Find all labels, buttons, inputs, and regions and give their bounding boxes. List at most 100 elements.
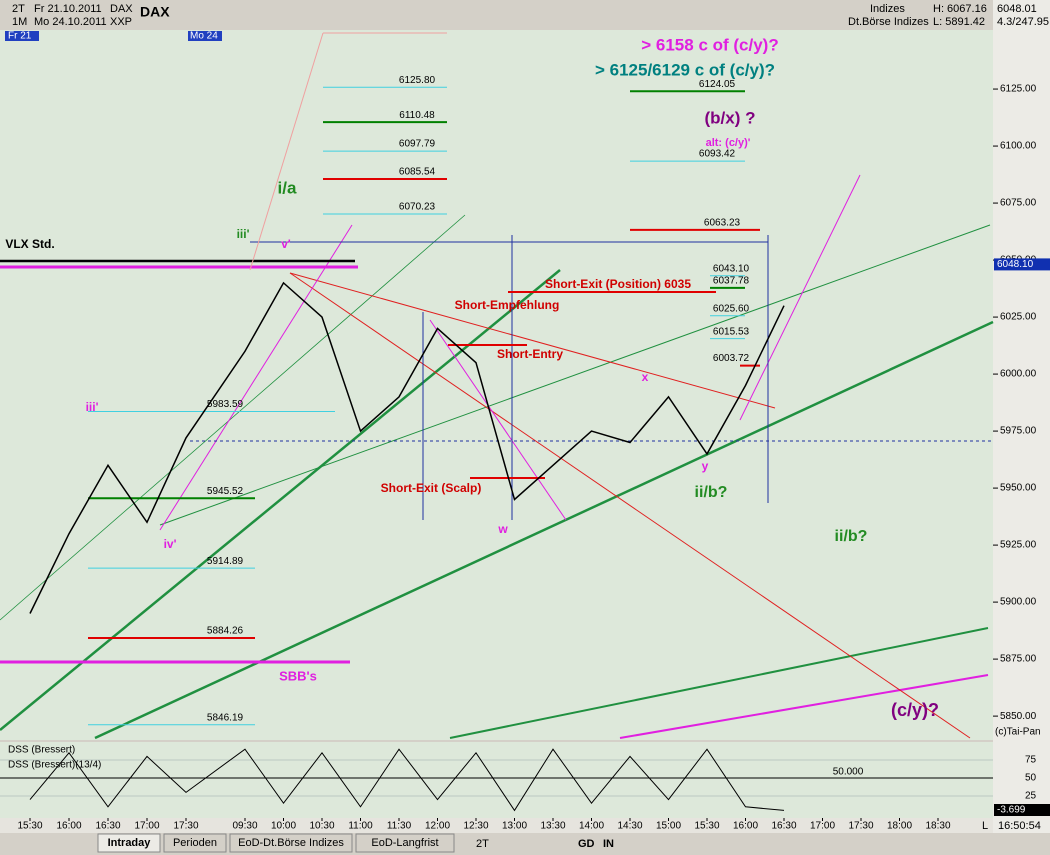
y-tick-label: 5850.00 (1000, 711, 1037, 722)
oscillator-line (29, 748, 785, 812)
tab-label[interactable]: EoD-Dt.Börse Indizes (238, 837, 344, 849)
group: Indizes (870, 3, 905, 15)
day: Fr 21 (8, 31, 32, 42)
annotation: VLX Std. (5, 237, 54, 251)
x-tick-label: 13:30 (540, 821, 565, 832)
toolbar-button[interactable]: GD (578, 838, 595, 850)
level-label: 5914.89 (207, 556, 244, 567)
exchange: XXP (110, 16, 132, 28)
level-label: 6025.60 (713, 303, 750, 314)
level-label: 6093.42 (699, 149, 736, 160)
x-tick-label: 15:30 (694, 821, 719, 832)
x-tick-label: 13:00 (502, 821, 527, 832)
annotation: ii/b? (835, 528, 868, 545)
range[interactable]: 2T (476, 838, 489, 850)
x-tick-label: 11:00 (348, 821, 373, 832)
annotation: iii' (86, 400, 99, 414)
toolbar-button[interactable]: IN (603, 838, 614, 850)
annotation: alt: (c/y)' (706, 137, 751, 149)
x-tick-label: 16:00 (56, 821, 81, 832)
market: Dt.Börse Indizes (848, 16, 929, 28)
annotation: SBB's (279, 668, 317, 683)
x-tick-label: 09:30 (232, 821, 257, 832)
annotation: Short-Entry (497, 347, 563, 361)
x-tick-label: 12:30 (463, 821, 488, 832)
interval: 1M (12, 16, 27, 28)
oscillator-area (0, 742, 993, 818)
y-tick-label: 6125.00 (1000, 84, 1037, 95)
name: DAX (140, 4, 170, 20)
header: 2T Fr 21.10.2011 DAX 1M Mo 24.10.2011 XX… (5, 3, 1049, 42)
annotation: Short-Empfehlung (455, 298, 560, 312)
level-label: 6037.78 (713, 276, 750, 287)
footer: L 16:50:54 2T (476, 820, 1041, 850)
annotation: Short-Exit (Scalp) (381, 481, 482, 495)
annotation: y (702, 459, 709, 473)
x-tick-label: 11:30 (387, 821, 412, 832)
price-line (29, 281, 785, 614)
x-tick-label: 16:30 (771, 821, 796, 832)
header-bar (0, 0, 1050, 30)
annotation: (b/x) ? (705, 108, 756, 127)
level-label: 5945.52 (207, 486, 244, 497)
tab[interactable] (229, 833, 353, 853)
time-axis (0, 818, 993, 833)
y-tick-label: 5875.00 (1000, 654, 1037, 665)
y-tick-label: 5900.00 (1000, 597, 1037, 608)
level-label: 50.000 (833, 767, 864, 778)
level-label: 6124.05 (699, 79, 736, 90)
tab[interactable] (163, 833, 227, 853)
x-tick-label: 17:00 (134, 821, 159, 832)
last-marker-label: -3.699 (997, 805, 1026, 816)
day: Mo 24 (190, 31, 218, 42)
high: H: 6067.16 (933, 3, 987, 15)
level-label: 6085.54 (399, 167, 436, 178)
x-tick-label: 18:30 (925, 821, 950, 832)
x-tick-label: 14:00 (579, 821, 604, 832)
x-tick-label: 16:30 (95, 821, 120, 832)
y-tick-label: 6025.00 (1000, 312, 1037, 323)
level-label: 6110.48 (399, 110, 435, 121)
trend-lines (0, 32, 994, 740)
price-axis (993, 0, 1050, 833)
annotation: (c/y)? (891, 700, 939, 720)
oscillator: DSS (Bressert) DSS (Bressert)(13/4) (8, 745, 101, 771)
x-tick-label: 17:30 (848, 821, 873, 832)
period: 2T (12, 3, 25, 15)
level-label: 5846.19 (207, 712, 244, 723)
annotation: v' (281, 237, 291, 251)
low: L: 5891.42 (933, 16, 985, 28)
x-tick-label: 17:30 (173, 821, 198, 832)
annotation: > 6125/6129 c of (c/y)? (595, 60, 775, 79)
x-tick-label: 12:00 (425, 821, 450, 832)
last-marker-label: 6048.10 (997, 259, 1034, 270)
y-tick-label: 6075.00 (1000, 198, 1037, 209)
y-tick-label: 5925.00 (1000, 540, 1037, 551)
tab-label[interactable]: Intraday (108, 837, 152, 849)
x-tick-label: 10:30 (309, 821, 334, 832)
date: Fr 21.10.2011 (34, 3, 102, 15)
x-tick-label: 14:30 (617, 821, 642, 832)
y-tick-label: 75 (1025, 755, 1037, 766)
annotation: i/a (278, 178, 297, 197)
x-tick-label: 15:30 (17, 821, 42, 832)
tab-label[interactable]: EoD-Langfrist (371, 837, 438, 849)
symbol: DAX (110, 3, 133, 15)
scroll: L (982, 820, 988, 832)
x-tick-label: 18:00 (887, 821, 912, 832)
annotation: ii/b? (695, 484, 728, 501)
tab[interactable] (97, 833, 161, 853)
level-label: 6003.72 (713, 353, 750, 364)
annotation: > 6158 c of (c/y)? (641, 35, 778, 54)
oscillator-title: DSS (Bressert) (8, 745, 75, 756)
day-flag (188, 31, 222, 41)
oscillator-subtitle: DSS (Bressert)(13/4) (8, 760, 101, 771)
date: Mo 24.10.2011 (34, 16, 107, 28)
change: 4.3/247.95 (997, 16, 1049, 28)
y-tick-label: 5950.00 (1000, 483, 1037, 494)
tab-label[interactable]: Perioden (173, 837, 217, 849)
annotation: iv' (164, 537, 177, 551)
level-label: 5983.59 (207, 399, 244, 410)
tab[interactable] (355, 833, 455, 853)
